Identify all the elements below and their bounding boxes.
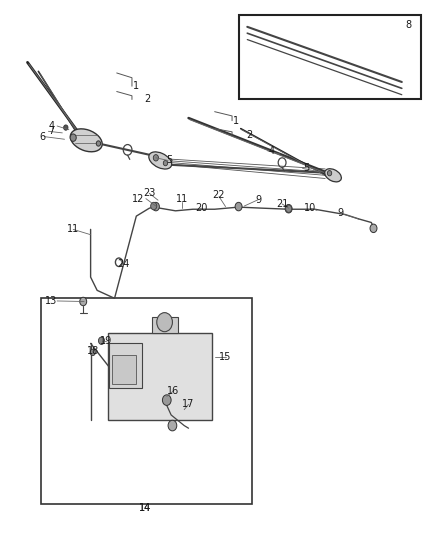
Text: 24: 24	[117, 259, 130, 269]
Circle shape	[157, 313, 173, 332]
Text: 5: 5	[166, 156, 172, 165]
Text: 15: 15	[219, 352, 232, 361]
Text: 17: 17	[182, 399, 195, 409]
Text: 19: 19	[100, 336, 112, 346]
Text: 2: 2	[246, 130, 253, 140]
Text: 1: 1	[133, 81, 139, 91]
Circle shape	[80, 297, 87, 306]
Circle shape	[286, 205, 292, 213]
Circle shape	[151, 203, 157, 210]
Text: 12: 12	[132, 193, 145, 204]
Text: 11: 11	[67, 224, 79, 235]
Circle shape	[163, 160, 168, 166]
Text: 4: 4	[268, 146, 274, 156]
Circle shape	[162, 395, 171, 406]
Circle shape	[153, 155, 159, 161]
Ellipse shape	[149, 152, 172, 169]
Circle shape	[152, 203, 159, 211]
Bar	[152, 317, 178, 333]
Ellipse shape	[71, 129, 102, 152]
Circle shape	[370, 224, 377, 232]
Bar	[113, 355, 136, 384]
Text: 14: 14	[139, 503, 151, 513]
Text: 6: 6	[40, 132, 46, 142]
Bar	[239, 14, 421, 100]
Text: 9: 9	[255, 195, 261, 205]
Circle shape	[96, 141, 101, 146]
Ellipse shape	[325, 169, 341, 182]
Text: 20: 20	[195, 203, 208, 213]
Bar	[110, 343, 142, 389]
Circle shape	[285, 205, 292, 213]
Text: 16: 16	[167, 386, 180, 396]
Text: 2: 2	[144, 94, 150, 104]
Text: 8: 8	[405, 20, 411, 30]
Text: 7: 7	[48, 126, 55, 136]
Circle shape	[235, 203, 242, 211]
Circle shape	[327, 171, 332, 176]
Text: 4: 4	[48, 121, 54, 131]
Text: 22: 22	[213, 190, 225, 200]
Text: 11: 11	[176, 193, 188, 204]
Text: 21: 21	[276, 199, 288, 209]
Bar	[108, 333, 212, 420]
Circle shape	[90, 349, 95, 356]
Text: 1: 1	[233, 116, 240, 126]
Text: 18: 18	[87, 346, 99, 357]
Text: 14: 14	[139, 503, 151, 513]
Text: 13: 13	[45, 296, 57, 306]
Text: 5: 5	[303, 164, 309, 173]
Circle shape	[168, 420, 177, 431]
Circle shape	[99, 337, 105, 344]
Text: 23: 23	[143, 188, 155, 198]
Circle shape	[64, 125, 68, 130]
Bar	[41, 298, 252, 504]
Circle shape	[70, 134, 76, 141]
Text: 9: 9	[338, 208, 344, 219]
Text: 10: 10	[304, 203, 317, 213]
